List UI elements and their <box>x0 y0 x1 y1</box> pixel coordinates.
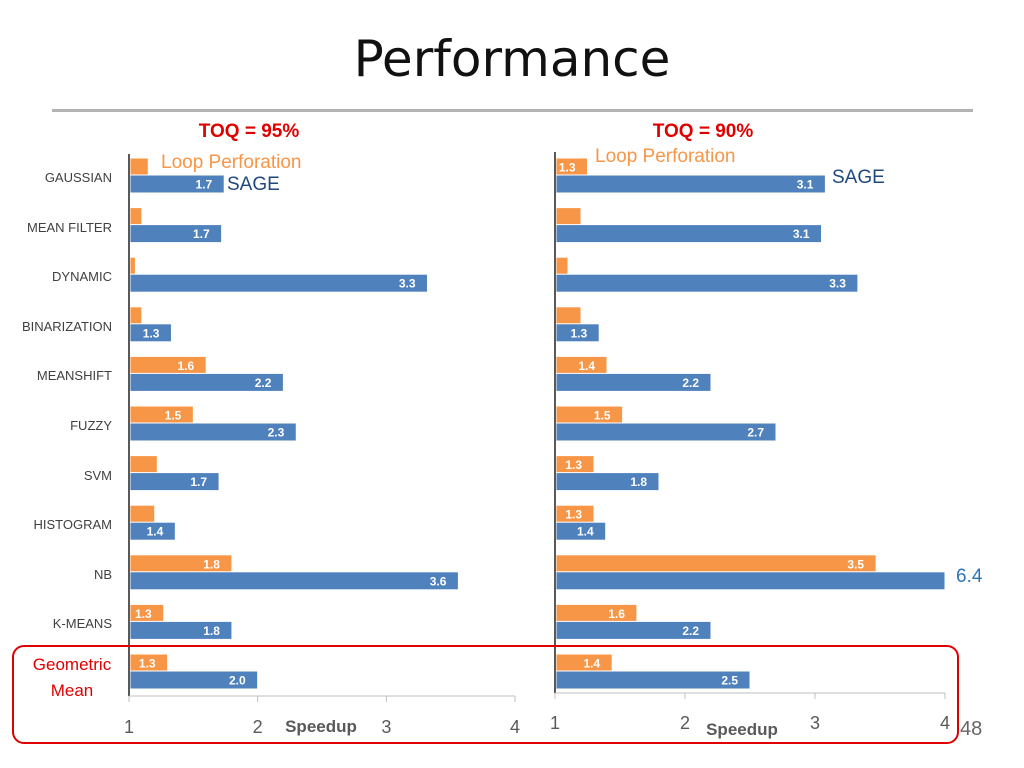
left-bar-sage <box>129 571 459 591</box>
category-label: SVM <box>83 467 112 483</box>
left-data-label: 1.3 <box>139 657 156 671</box>
category-label: NB <box>93 566 112 582</box>
left-data-label: 1.4 <box>147 525 164 539</box>
right-data-label: 1.3 <box>571 326 588 340</box>
left-tick-label: 4 <box>510 717 520 737</box>
left-data-label: 2.2 <box>255 376 272 390</box>
off-scale-value-label: 6.4 <box>956 566 983 587</box>
category-label: BINARIZATION <box>21 318 112 334</box>
right-data-label: 1.3 <box>565 508 582 522</box>
left-tick-label: 3 <box>381 717 391 737</box>
right-chart-title: TOQ = 90% <box>652 121 754 142</box>
left-data-label: 2.0 <box>229 674 246 688</box>
right-bar-sage <box>555 571 946 591</box>
left-data-label: 3.3 <box>399 277 416 291</box>
right-bar-loop-perforation <box>555 554 877 574</box>
right-data-label: 1.8 <box>630 475 647 489</box>
category-label: FUZZY <box>70 418 112 433</box>
left-data-label: 1.7 <box>190 475 207 489</box>
right-tick-label: 3 <box>810 713 820 733</box>
left-bar-loop-perforation <box>129 306 143 326</box>
right-bar-loop-perforation <box>555 306 582 326</box>
left-data-label: 1.6 <box>178 359 195 373</box>
right-data-label: 1.6 <box>608 607 625 621</box>
right-data-label: 2.5 <box>721 674 738 688</box>
right-tick-label: 4 <box>940 713 950 733</box>
left-data-label: 1.8 <box>203 557 220 571</box>
right-data-label: 2.7 <box>747 426 764 440</box>
right-tick-label: 2 <box>680 713 690 733</box>
right-data-label: 1.4 <box>584 657 601 671</box>
category-label: MEAN FILTER <box>27 219 112 235</box>
left-bar-loop-perforation <box>129 405 194 425</box>
right-data-label: 3.3 <box>829 277 846 291</box>
right-bar-loop-perforation <box>555 405 624 425</box>
left-data-label: 1.3 <box>135 607 152 621</box>
right-data-label: 3.5 <box>847 557 864 571</box>
left-data-label: 1.8 <box>203 624 220 638</box>
left-data-label: 1.7 <box>193 227 210 241</box>
left-bar-loop-perforation <box>129 157 149 177</box>
left-bar-loop-perforation <box>129 504 156 524</box>
right-data-label: 2.2 <box>682 624 699 638</box>
legend-sage-left: SAGE <box>227 174 280 195</box>
left-data-label: 2.3 <box>268 426 285 440</box>
category-label: MEANSHIFT <box>36 368 112 384</box>
right-data-label: 1.3 <box>565 458 582 472</box>
left-data-label: 1.3 <box>143 326 160 340</box>
right-bar-sage <box>555 273 859 293</box>
geometric-mean-highlight-box <box>12 645 959 744</box>
right-data-label: 1.4 <box>577 525 594 539</box>
left-bar-loop-perforation <box>129 207 143 227</box>
category-label: HISTOGRAM <box>33 517 113 533</box>
legend-loop-perforation-left: Loop Perforation <box>161 152 302 173</box>
left-chart-title: TOQ = 95% <box>198 121 300 142</box>
left-bar-loop-perforation <box>129 455 158 475</box>
right-bar-sage <box>555 422 777 442</box>
right-bar-loop-perforation <box>555 256 569 276</box>
right-data-label: 2.2 <box>682 376 699 390</box>
legend-loop-perforation-right: Loop Perforation <box>595 146 736 167</box>
category-label: GAUSSIAN <box>44 170 112 185</box>
left-bar-loop-perforation <box>129 256 136 276</box>
right-data-label: 1.3 <box>559 161 576 175</box>
left-data-label: 1.7 <box>196 178 213 192</box>
category-label: K-MEANS <box>52 616 112 632</box>
left-data-label: 3.6 <box>430 574 447 588</box>
right-data-label: 1.4 <box>578 359 595 373</box>
right-data-label: 1.5 <box>594 409 611 423</box>
page-number: 48 <box>960 718 983 740</box>
slide-title: Performance <box>353 30 671 88</box>
right-bar-sage <box>555 174 826 194</box>
right-bar-loop-perforation <box>555 207 582 227</box>
right-bar-sage <box>555 224 822 244</box>
right-data-label: 3.1 <box>797 178 814 192</box>
title-divider <box>52 109 973 112</box>
left-data-label: 1.5 <box>165 409 182 423</box>
left-tick-label: 1 <box>124 717 134 737</box>
category-label-geometric-mean: Geometric Mean <box>32 655 112 700</box>
legend-sage-right: SAGE <box>832 167 885 188</box>
left-tick-label: 2 <box>253 717 263 737</box>
right-data-label: 3.1 <box>793 227 810 241</box>
left-bar-loop-perforation <box>129 355 207 375</box>
left-bar-sage <box>129 273 429 293</box>
right-x-axis-label: Speedup <box>706 720 778 739</box>
right-tick-label: 1 <box>550 713 560 733</box>
left-x-axis-label: Speedup <box>285 717 357 736</box>
category-label: DYNAMIC <box>52 269 112 285</box>
